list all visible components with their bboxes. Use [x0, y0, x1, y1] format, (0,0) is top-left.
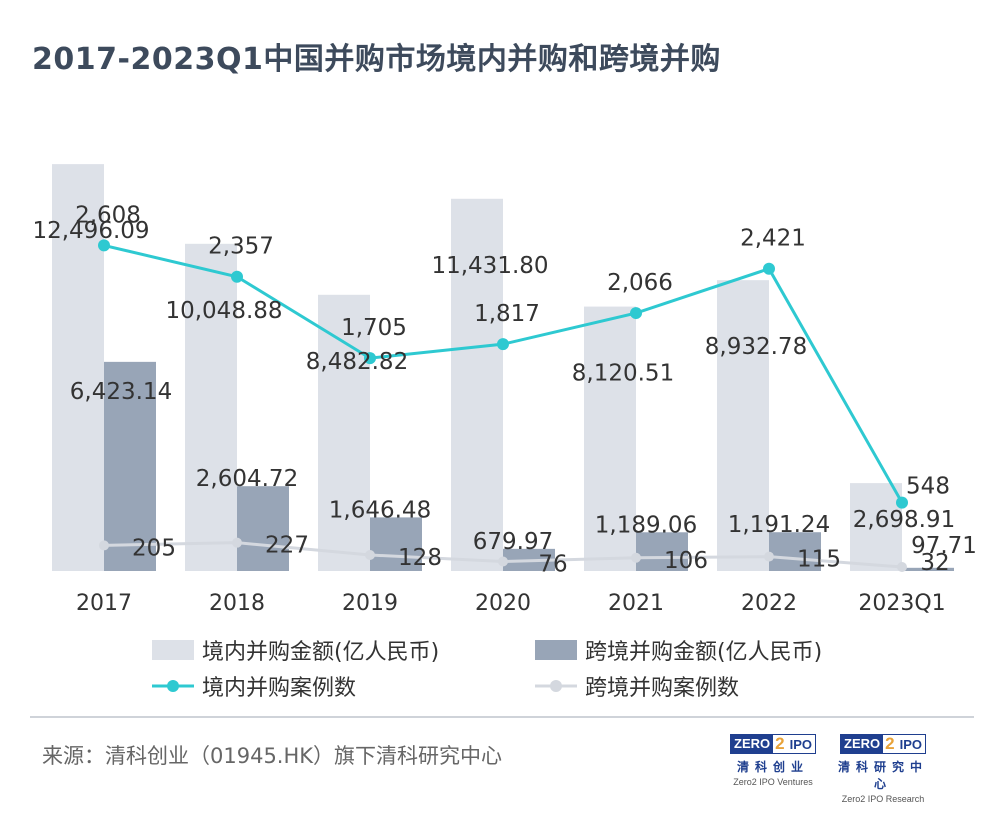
- logo-cn-text: 清科研究中心: [837, 760, 928, 791]
- bar-cross-amount: [769, 532, 821, 571]
- point-cross-count: [631, 552, 641, 563]
- divider: [30, 716, 974, 718]
- bar-cross-amount: [104, 361, 156, 571]
- bar-domestic-amount: [584, 306, 636, 571]
- legend-label: 跨境并购金额(亿人民币): [585, 640, 822, 665]
- point-cross-count: [365, 550, 375, 561]
- data-label-cross-count: 205: [132, 535, 176, 561]
- bar-cross-amount: [237, 486, 289, 571]
- data-label-cross-amount: 97.71: [911, 533, 977, 559]
- data-label-cross-amount: 1,189.06: [595, 512, 697, 538]
- data-label-cross-amount: 6,423.14: [70, 379, 172, 405]
- legend-swatch: [152, 640, 194, 660]
- legend-swatch: [535, 640, 577, 660]
- data-label-cross-count: 128: [398, 545, 442, 571]
- data-label-domestic-count: 1,705: [341, 315, 407, 341]
- bar-cross-amount: [902, 567, 954, 571]
- data-label-cross-amount: 1,191.24: [728, 512, 830, 538]
- source-note: 来源：清科创业（01945.HK）旗下清科研究中心: [42, 744, 503, 768]
- data-label-cross-count: 115: [797, 547, 841, 573]
- data-label-cross-amount: 1,646.48: [329, 497, 431, 523]
- data-label-domestic-amount: 12,496.09: [32, 218, 149, 244]
- bar-cross-amount: [370, 517, 422, 571]
- bar-domestic-amount: [717, 280, 769, 571]
- zero2ipo-research-logo: ZERO 2 IPO 清科研究中心 Zero2 IPO Research: [834, 733, 932, 804]
- point-domestic-count: [364, 352, 376, 365]
- bar-domestic-amount: [850, 483, 902, 571]
- legend-swatch-marker: [167, 680, 179, 692]
- point-cross-count: [232, 537, 242, 548]
- x-tick-label: 2023Q1: [858, 591, 945, 616]
- data-label-domestic-amount: 8,932.78: [705, 334, 807, 360]
- point-domestic-count: [98, 239, 110, 252]
- data-label-domestic-count: 2,421: [740, 226, 806, 252]
- point-cross-count: [498, 556, 508, 567]
- logo-en-text: Zero2 IPO Ventures: [733, 777, 813, 787]
- data-label-cross-amount: 2,604.72: [196, 466, 298, 492]
- data-label-cross-amount: 679.97: [473, 529, 553, 555]
- data-label-domestic-count: 1,817: [474, 301, 540, 327]
- bar-domestic-amount: [52, 164, 104, 571]
- point-cross-count: [897, 562, 907, 573]
- bar-domestic-amount: [451, 198, 503, 572]
- point-domestic-count: [763, 262, 775, 275]
- x-tick-label: 2022: [741, 591, 797, 616]
- data-label-domestic-amount: 10,048.88: [165, 298, 282, 324]
- data-label-cross-count: 76: [538, 552, 567, 578]
- logo-wordmark: ZERO 2 IPO: [730, 734, 816, 754]
- data-label-domestic-count: 548: [906, 474, 950, 500]
- legend-swatch-marker: [550, 680, 562, 692]
- chart-title: 2017-2023Q1中国并购市场境内并购和跨境并购: [32, 42, 721, 77]
- point-domestic-count: [497, 338, 509, 351]
- x-tick-label: 2017: [76, 591, 132, 616]
- data-label-cross-count: 227: [265, 533, 309, 559]
- point-domestic-count: [896, 496, 908, 509]
- x-tick-label: 2019: [342, 591, 398, 616]
- point-domestic-count: [630, 307, 642, 320]
- logo-en-text: Zero2 IPO Research: [841, 794, 925, 804]
- legend-label: 跨境并购案例数: [585, 676, 739, 701]
- point-cross-count: [764, 551, 774, 562]
- x-tick-label: 2018: [209, 591, 265, 616]
- legend-label: 境内并购案例数: [202, 676, 356, 701]
- point-cross-count: [99, 540, 109, 551]
- data-label-domestic-amount: 2,698.91: [853, 507, 955, 533]
- data-label-domestic-amount: 8,482.82: [306, 349, 408, 375]
- data-label-cross-count: 32: [920, 550, 949, 576]
- bar-domestic-amount: [185, 243, 237, 571]
- x-tick-label: 2021: [608, 591, 664, 616]
- data-label-cross-count: 106: [664, 548, 708, 574]
- x-tick-label: 2020: [475, 591, 531, 616]
- logo-cn-text: 清科创业: [736, 760, 809, 774]
- data-label-domestic-count: 2,357: [208, 234, 274, 260]
- data-label-domestic-count: 2,066: [607, 270, 673, 296]
- data-label-domestic-count: 2,608: [75, 202, 141, 228]
- data-label-domestic-amount: 8,120.51: [572, 361, 674, 387]
- zero2ipo-ventures-logo: ZERO 2 IPO 清科创业 Zero2 IPO Ventures: [724, 733, 822, 787]
- bar-cross-amount: [636, 532, 688, 571]
- chart: 12,496.09 6,423.14 2,608 205 2017 10,048.88 2,…: [32, 164, 977, 701]
- data-label-domestic-amount: 11,431.80: [431, 253, 548, 279]
- point-domestic-count: [231, 270, 243, 283]
- logo-wordmark: ZERO 2 IPO: [840, 734, 926, 754]
- legend-label: 境内并购金额(亿人民币): [202, 640, 439, 665]
